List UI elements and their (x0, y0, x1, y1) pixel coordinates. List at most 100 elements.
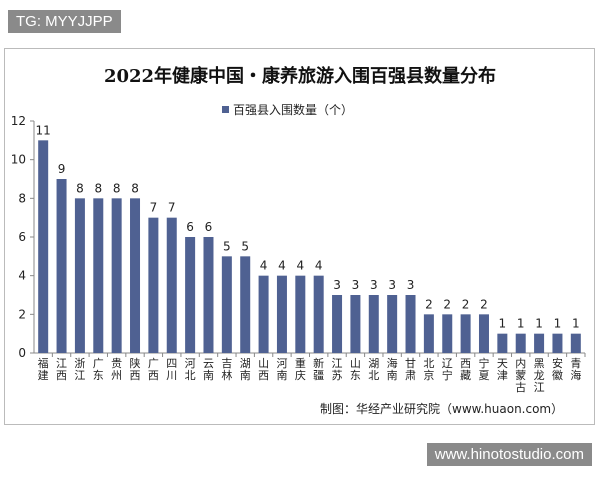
watermark-bottom-right: www.hinotostudio.com (426, 443, 592, 466)
x-tick-label: 安徽 (552, 356, 563, 382)
bar (74, 198, 85, 353)
data-label: 8 (76, 181, 84, 195)
y-tick-label: 4 (18, 269, 26, 283)
data-label: 4 (260, 259, 268, 273)
bar (442, 314, 453, 353)
bar (368, 295, 379, 353)
bar (552, 333, 563, 353)
y-tick-label: 0 (18, 346, 26, 360)
data-label: 8 (94, 181, 102, 195)
x-tick-label: 青海 (570, 357, 581, 382)
data-label: 1 (517, 317, 525, 331)
data-label: 3 (388, 278, 396, 292)
bar (332, 295, 343, 353)
x-tick-label: 云南 (203, 357, 214, 382)
x-tick-label: 浙江 (74, 357, 85, 382)
x-tick-label: 宁夏 (478, 356, 489, 382)
bar (570, 333, 581, 353)
bar (185, 237, 196, 353)
data-label: 8 (131, 181, 139, 195)
data-label: 7 (150, 201, 158, 215)
y-tick-label: 2 (18, 307, 26, 321)
x-tick-label: 西藏 (460, 357, 471, 382)
data-label: 5 (223, 239, 231, 253)
data-label: 8 (113, 181, 121, 195)
x-tick-label: 四川 (166, 357, 177, 382)
x-tick-label: 江西 (56, 357, 67, 382)
bar (350, 295, 361, 353)
y-tick-label: 8 (18, 191, 26, 205)
bar (295, 275, 306, 353)
data-label: 2 (462, 297, 470, 311)
x-tick-label: 福建 (38, 356, 49, 382)
bar (111, 198, 122, 353)
bar (148, 217, 159, 353)
x-tick-label: 广东 (93, 357, 104, 382)
x-tick-label: 贵州 (111, 357, 122, 382)
bar (166, 217, 177, 353)
data-label: 11 (36, 123, 51, 137)
bar (203, 237, 214, 353)
bar (515, 333, 526, 353)
data-label: 3 (370, 278, 378, 292)
data-label: 4 (315, 259, 323, 273)
data-label: 3 (352, 278, 360, 292)
x-tick-label: 甘肃 (405, 357, 416, 382)
watermark-top-left: TG: MYYJJPP (8, 10, 121, 33)
y-tick-label: 6 (18, 230, 26, 244)
x-tick-label: 湖南 (240, 357, 251, 382)
bar (423, 314, 434, 353)
bar (460, 314, 471, 353)
bar (497, 333, 508, 353)
x-tick-label: 江苏 (332, 357, 343, 382)
y-tick-label: 12 (11, 114, 26, 128)
bar (478, 314, 489, 353)
bar (56, 179, 67, 353)
bar (38, 140, 49, 353)
x-tick-label: 北京 (423, 357, 434, 382)
x-tick-label: 山东 (350, 357, 361, 382)
chart-title: 2022年健康中国・康养旅游入围百强县数量分布 (103, 66, 497, 87)
legend: 百强县入围数量（个） (222, 101, 353, 118)
x-tick-label: 重庆 (295, 356, 306, 382)
data-label: 1 (499, 317, 507, 331)
source-note: 制图：华经产业研究院（www.huaon.com） (320, 402, 564, 416)
data-label: 2 (425, 297, 433, 311)
bar (276, 275, 287, 353)
data-label: 9 (58, 162, 66, 176)
data-label: 1 (572, 317, 580, 331)
x-tick-label: 湖北 (368, 357, 379, 382)
data-label: 5 (241, 239, 249, 253)
bar (405, 295, 416, 353)
bar (258, 275, 269, 353)
chart-frame (4, 48, 595, 425)
bar (221, 256, 232, 353)
x-tick-label: 吉林 (221, 357, 232, 382)
bar (130, 198, 141, 353)
x-tick-label: 天津 (497, 357, 508, 382)
data-label: 1 (535, 317, 543, 331)
x-tick-label: 海南 (387, 356, 398, 382)
data-label: 2 (443, 297, 451, 311)
bar (240, 256, 251, 353)
y-tick-label: 10 (11, 153, 26, 167)
data-label: 2 (480, 297, 488, 311)
data-label: 3 (407, 278, 415, 292)
x-tick-label: 陕西 (130, 356, 141, 382)
bar (93, 198, 104, 353)
x-tick-label: 黑龙江 (534, 357, 545, 394)
data-label: 3 (333, 278, 341, 292)
x-tick-label: 内蒙古 (515, 356, 526, 394)
data-label: 6 (205, 220, 213, 234)
bar (387, 295, 398, 353)
data-label: 6 (186, 220, 194, 234)
legend-swatch (222, 106, 229, 113)
x-tick-label: 山西 (258, 357, 269, 382)
bar (313, 275, 324, 353)
data-label: 4 (278, 259, 286, 273)
x-tick-label: 新疆 (313, 356, 324, 382)
x-tick-label: 河南 (276, 357, 287, 382)
x-tick-label: 辽宁 (442, 357, 453, 382)
x-tick-label: 河北 (185, 357, 196, 382)
